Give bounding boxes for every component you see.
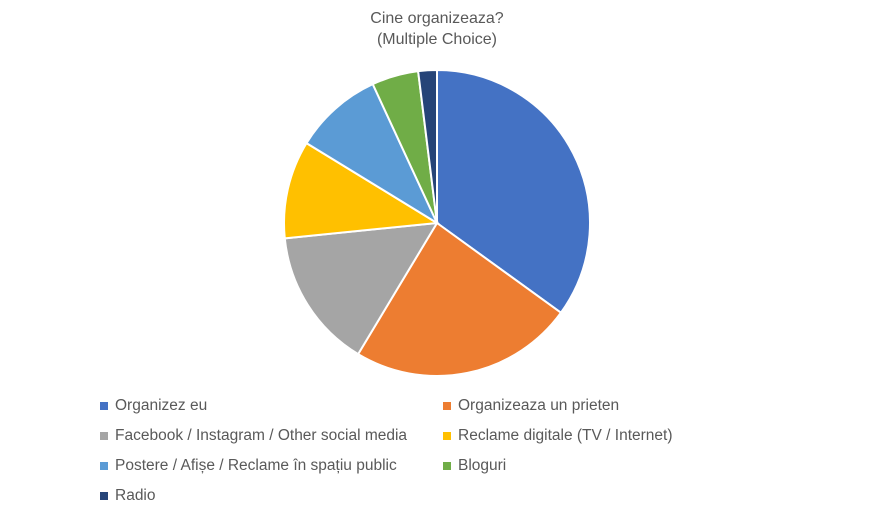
legend-swatch (100, 402, 108, 410)
legend-item-6: Bloguri (443, 457, 506, 475)
chart-subtitle: (Multiple Choice) (376, 31, 498, 48)
legend-item-7: Radio (100, 487, 156, 505)
pie-slice-2 (356, 221, 563, 377)
legend-swatch (443, 462, 451, 470)
legend-label: Reclame digitale (TV / Internet) (458, 427, 673, 444)
legend-swatch (443, 432, 451, 440)
pie-slice-1 (436, 68, 591, 315)
legend-swatch (100, 432, 108, 440)
legend-item-3: Facebook / Instagram / Other social medi… (100, 427, 407, 445)
legend-label: Facebook / Instagram / Other social medi… (115, 427, 408, 444)
pie-slice-7 (416, 68, 438, 224)
legend-swatch (100, 492, 108, 500)
chart-title-block: Cine organizeaza? (Multiple Choice) (0, 8, 874, 50)
legend-label: Bloguri (458, 457, 507, 474)
legend-item-2: Organizeaza un prieten (443, 397, 619, 415)
legend-swatch (100, 462, 108, 470)
pie-slice-5 (305, 82, 440, 226)
legend-item-4: Reclame digitale (TV / Internet) (443, 427, 673, 445)
legend-label: Organizez eu (115, 397, 208, 414)
chart-title: Cine organizeaza? (370, 10, 504, 27)
pie-slice-4 (283, 141, 441, 240)
legend-label: Organizeaza un prieten (458, 397, 620, 414)
pie-slice-3 (283, 221, 439, 356)
legend-label: Postere / Afișe / Reclame în spațiu publ… (115, 457, 397, 474)
legend-item-1: Organizez eu (100, 397, 207, 415)
legend-label: Radio (115, 487, 156, 504)
legend-swatch (443, 402, 451, 410)
legend-item-5: Postere / Afișe / Reclame în spațiu publ… (100, 457, 397, 475)
